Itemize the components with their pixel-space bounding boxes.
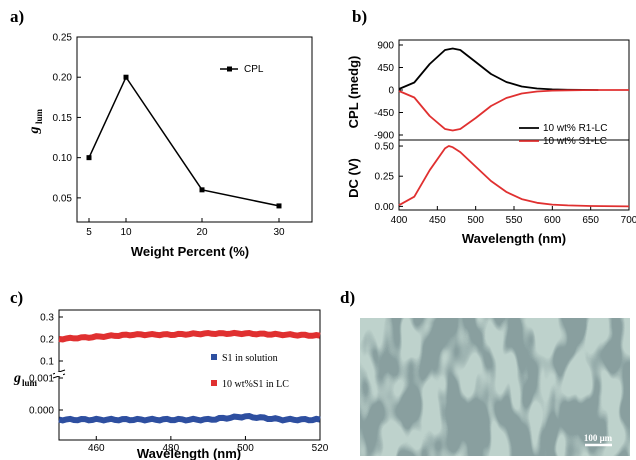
chart-b-top-ytick-label: 0 — [388, 86, 394, 97]
chart-a-ylabel: g lum — [27, 108, 44, 134]
chart-b-xtick-label: 650 — [582, 215, 599, 226]
chart-c-ytick-label: 0.3 — [40, 313, 54, 324]
chart-a-ytick-label: 0.10 — [53, 153, 73, 164]
micrograph: 100 μm — [360, 318, 630, 456]
chart-a-xtick-label: 30 — [273, 227, 285, 238]
chart-a-ytick-label: 0.15 — [53, 113, 73, 124]
chart-c-ytick-label: 0.001 — [29, 374, 54, 385]
chart-c-axis-break-gap — [55, 372, 63, 376]
chart-a-ytick-label: 0.20 — [53, 73, 73, 84]
chart-b-top-ytick-label: 450 — [377, 63, 394, 74]
panel-label-a: a) — [10, 7, 24, 26]
chart-a-ylabel-sub: lum — [34, 108, 44, 124]
chart-b-top-ytick-label: 900 — [377, 41, 394, 52]
chart-b-bottom-ytick-label: 0.00 — [375, 202, 395, 213]
chart-c-xlabel: Wavelength (nm) — [137, 446, 241, 460]
chart-c-legend-marker-red — [211, 380, 217, 386]
chart-b-xtick-label: 500 — [467, 215, 484, 226]
chart-b-xtick-label: 550 — [506, 215, 523, 226]
chart-b-legend-label-s1: 10 wt% S1-LC — [543, 136, 607, 147]
panel-label-d: d) — [340, 288, 355, 307]
chart-c-ylabel: g lum — [13, 371, 38, 388]
chart-a-xtick-label: 5 — [86, 227, 92, 238]
chart-a-xlabel: Weight Percent (%) — [131, 244, 249, 259]
chart-a-xtick-label: 10 — [120, 227, 132, 238]
chart-c-legend-label-red: 10 wt%S1 in LC — [222, 379, 289, 390]
chart-b-bottom-series-dc — [398, 145, 630, 208]
chart-b-xlabel: Wavelength (nm) — [462, 231, 566, 246]
chart-a-legend-label: CPL — [244, 64, 264, 75]
chart-b-top-series-r1 — [398, 47, 599, 91]
micrograph-texture — [360, 318, 630, 456]
chart-b-xtick-label: 400 — [391, 215, 408, 226]
chart-a-frame — [76, 36, 313, 223]
chart-a-ylabel-main: g — [27, 127, 42, 135]
chart-a-point — [199, 187, 205, 193]
chart-c-ytick-label: 0.1 — [40, 357, 54, 368]
chart-c-xtick-label: 500 — [237, 443, 254, 454]
chart-b-xtick-label: 600 — [544, 215, 561, 226]
panel-label-b: b) — [352, 7, 367, 26]
chart-a-point — [123, 74, 129, 80]
chart-b-top-ylabel: CPL (medg) — [346, 56, 361, 129]
chart-b-legend-label-r1: 10 wt% R1-LC — [543, 123, 607, 134]
panel-label-c: c) — [10, 288, 23, 307]
chart-b-top-series-s1 — [398, 89, 629, 132]
chart-b-bottom-ytick-label: 0.50 — [375, 142, 395, 153]
chart-b: 400 450 500 550 600 650 700 900 450 0 -450 -9000.50… — [346, 39, 636, 246]
chart-b-top-ytick-label: -450 — [374, 108, 394, 119]
chart-b-bottom-frame — [398, 139, 630, 211]
chart-c-series-solution — [58, 412, 321, 424]
chart-a-line — [88, 75, 280, 207]
chart-a-point — [276, 203, 282, 209]
chart-c-ytick-label: 0.2 — [40, 335, 54, 346]
chart-c-legend-marker-blue — [211, 354, 217, 360]
chart-b-xtick-label: 450 — [429, 215, 446, 226]
chart-c-ylabel-sub: lum — [22, 378, 38, 388]
chart-c-legend-label-blue: S1 in solution — [222, 353, 278, 364]
chart-a: 5 10 20 30 0.05 0.10 0.15 0.20 0.25 Weight Perce… — [27, 33, 313, 259]
micrograph-scale-label: 100 μm — [584, 433, 613, 443]
chart-a-legend-marker — [227, 66, 232, 72]
chart-a-ytick-label: 0.25 — [53, 33, 73, 44]
chart-b-bottom-ylabel: DC (V) — [346, 158, 361, 198]
chart-c-ylabel-main: g — [13, 371, 21, 386]
chart-c-series-lc — [58, 329, 321, 343]
chart-c-ytick-label: 0.000 — [29, 406, 54, 417]
chart-b-xtick-label: 700 — [621, 215, 636, 226]
chart-a-xtick-label: 20 — [196, 227, 208, 238]
chart-c-xtick-label: 480 — [163, 443, 180, 454]
chart-a-point — [86, 155, 92, 161]
chart-b-top-ytick-label: -900 — [374, 131, 394, 142]
chart-c-xtick-label: 460 — [88, 443, 105, 454]
chart-c-xtick-label: 520 — [312, 443, 329, 454]
chart-a-ytick-label: 0.05 — [53, 193, 73, 204]
chart-c: 460 480 500 520 0.3 0.2 0.1 0.001 0.000 Waveleng… — [13, 309, 329, 460]
chart-b-bottom-ytick-label: 0.25 — [375, 172, 395, 183]
